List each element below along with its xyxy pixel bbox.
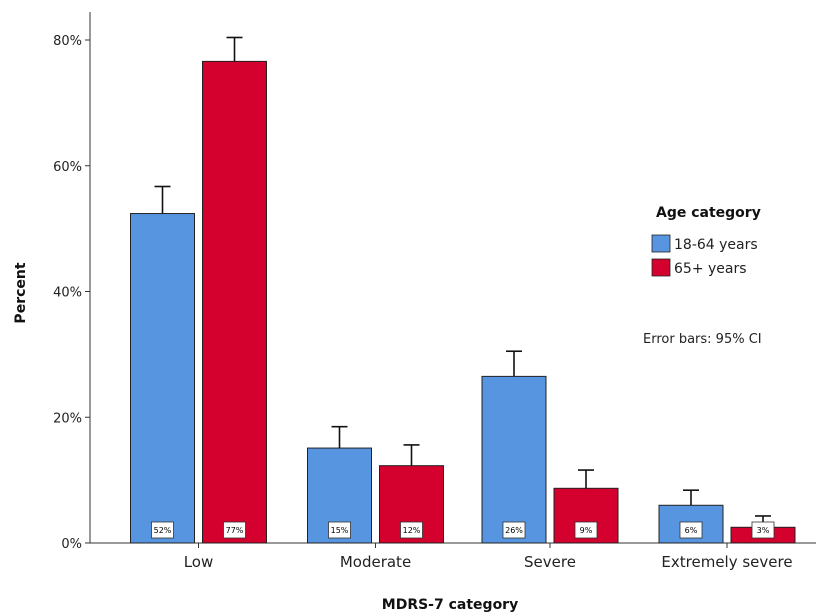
data-label-box [679, 521, 703, 539]
y-tick-label: 0% [61, 537, 82, 552]
x-axis-title: MDRS-7 category [382, 597, 518, 613]
plot-area: 0% 20% 40% 60% 80% 52% 77% Low 15% 12% Moderate 26%… [53, 12, 816, 571]
legend: Age category 18-64 years 65+ years [651, 205, 761, 277]
y-tick-label: 60% [53, 160, 82, 175]
bar [481, 375, 547, 544]
legend-title: Age category [656, 205, 761, 221]
data-label: 52% [154, 526, 172, 535]
data-label: 9% [580, 526, 593, 535]
legend-swatch-65-plus [651, 258, 671, 277]
x-tick-label: Severe [524, 553, 576, 571]
y-tick-label: 20% [53, 411, 82, 426]
data-label: 3% [757, 526, 770, 535]
data-label: 77% [226, 526, 244, 535]
legend-swatch-18-64 [651, 234, 671, 253]
data-label-box [751, 521, 775, 539]
bar [202, 60, 267, 544]
data-label: 15% [331, 526, 349, 535]
data-label: 12% [403, 526, 421, 535]
x-tick-label: Moderate [340, 553, 411, 571]
data-label: 6% [685, 526, 698, 535]
y-tick-label: 40% [53, 286, 82, 301]
x-tick-label: Extremely severe [661, 553, 792, 571]
data-label-box [328, 521, 351, 539]
data-label-box [502, 521, 526, 539]
bar [130, 213, 195, 544]
data-label-box [223, 521, 246, 539]
data-label-box [151, 521, 174, 539]
data-label: 26% [505, 526, 523, 535]
legend-label-18-64: 18-64 years [674, 237, 758, 253]
y-tick-label: 80% [53, 34, 82, 49]
data-label-box [400, 521, 423, 539]
x-tick-label: Low [184, 553, 214, 571]
legend-label-65-plus: 65+ years [674, 261, 747, 277]
data-label-box [574, 521, 598, 539]
y-axis-title: Percent [13, 262, 29, 323]
error-bars-note: Error bars: 95% CI [643, 332, 762, 347]
